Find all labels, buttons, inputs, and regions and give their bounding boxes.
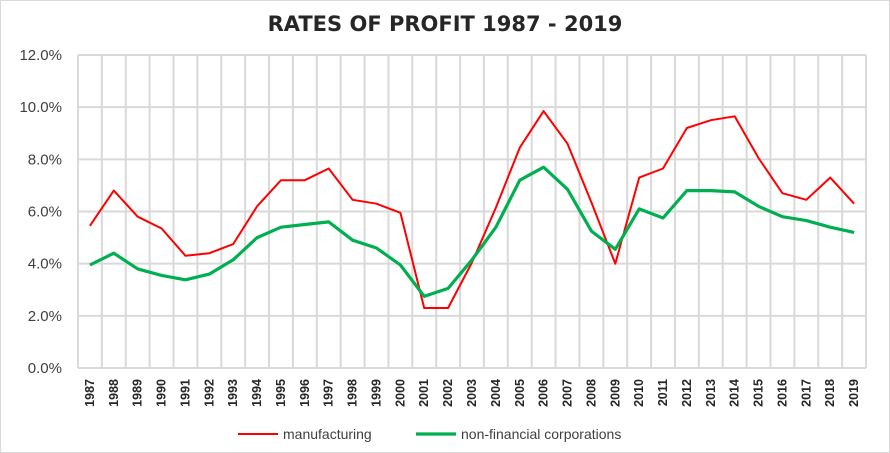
x-tick-label: 2012	[680, 379, 694, 407]
series-line-manufacturing	[89, 110, 855, 309]
gridlines	[77, 54, 867, 369]
x-tick-label: 2011	[656, 379, 670, 406]
series-line-non-financial-corporations	[89, 165, 855, 298]
x-axis-ticks: 1987 1988 1989 1990 1991 1992 1993 1994 1995 1996…	[83, 379, 861, 407]
x-tick-label: 1990	[155, 379, 169, 407]
x-tick-label: 2017	[799, 379, 813, 407]
x-tick-label: 1997	[322, 379, 336, 407]
x-tick-label: 1991	[178, 379, 192, 407]
x-tick-label: 2016	[775, 379, 789, 407]
series-lines	[89, 110, 855, 309]
legend-label: non-financial corporations	[461, 426, 621, 442]
legend-label: manufacturing	[283, 426, 372, 442]
y-tick-label: 12.0%	[19, 47, 62, 64]
legend: manufacturing non-financial corporations	[238, 426, 621, 442]
legend-item: manufacturing	[238, 426, 372, 442]
y-tick-label: 4.0%	[28, 256, 62, 273]
x-tick-label: 1989	[131, 379, 145, 407]
chart-title: RATES OF PROFIT 1987 - 2019	[268, 12, 623, 36]
x-tick-label: 2015	[752, 379, 766, 407]
x-tick-label: 2014	[728, 379, 742, 407]
y-tick-label: 10.0%	[19, 99, 62, 116]
x-tick-label: 2001	[417, 379, 431, 407]
x-tick-label: 2013	[704, 379, 718, 407]
x-tick-label: 1995	[274, 379, 288, 407]
x-tick-label: 2018	[823, 379, 837, 407]
y-tick-label: 0.0%	[28, 360, 62, 377]
x-tick-label: 1988	[107, 379, 121, 407]
legend-item: non-financial corporations	[416, 426, 621, 442]
y-tick-label: 8.0%	[28, 151, 62, 168]
y-tick-label: 2.0%	[28, 308, 62, 325]
y-tick-label: 6.0%	[28, 204, 62, 221]
x-tick-label: 2010	[632, 379, 646, 407]
x-tick-label: 2004	[489, 379, 503, 407]
x-tick-label: 1999	[369, 379, 383, 407]
x-tick-label: 2006	[537, 379, 551, 407]
x-tick-label: 2002	[441, 379, 455, 407]
x-tick-label: 1987	[83, 379, 97, 407]
y-axis-ticks: 0.0% 2.0% 4.0% 6.0% 8.0% 10.0% 12.0%	[19, 47, 62, 377]
x-tick-label: 1993	[226, 379, 240, 407]
x-tick-label: 1992	[202, 379, 216, 407]
x-tick-label: 2019	[847, 379, 861, 407]
x-tick-label: 2003	[465, 379, 479, 407]
x-tick-label: 1994	[250, 379, 264, 407]
x-tick-label: 1996	[298, 379, 312, 407]
x-tick-label: 2005	[513, 379, 527, 407]
x-tick-label: 2007	[561, 379, 575, 407]
x-tick-label: 2000	[393, 379, 407, 407]
x-tick-label: 2008	[584, 379, 598, 407]
x-tick-label: 1998	[346, 379, 360, 407]
x-tick-label: 2009	[608, 379, 622, 407]
